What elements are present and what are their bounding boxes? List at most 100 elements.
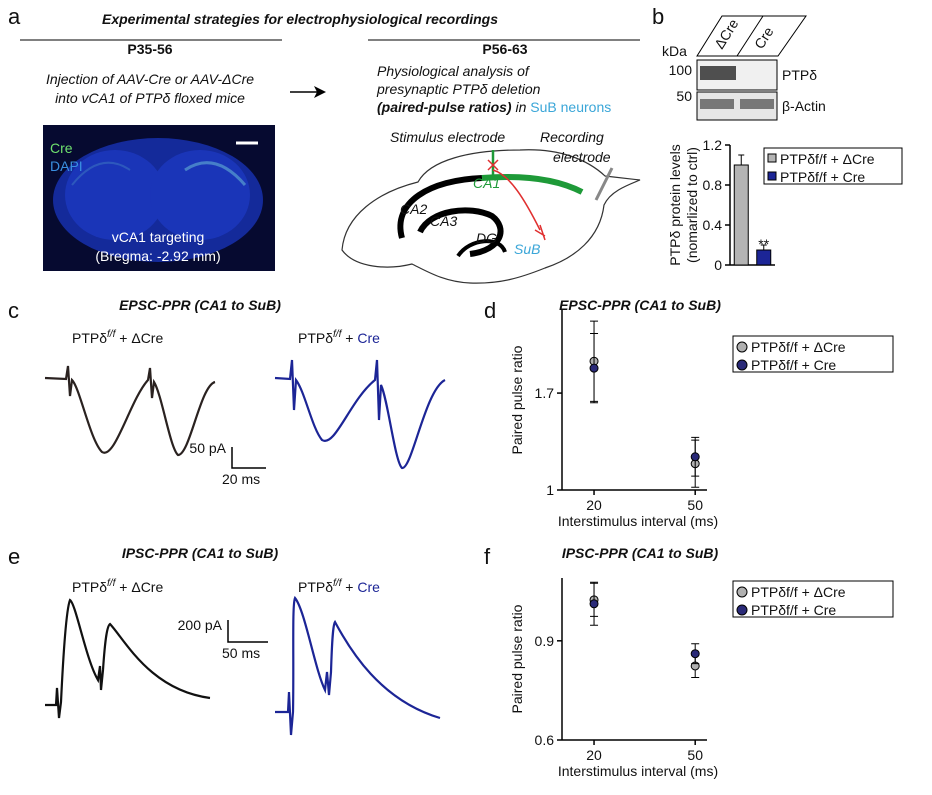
- unit-label: kDa: [662, 43, 687, 59]
- y-tick-label: 0: [714, 257, 722, 273]
- y-axis-label: (nomarlized to ctrl): [684, 147, 700, 263]
- description: Injection of AAV-Cre or AAV-ΔCre: [46, 71, 254, 87]
- legend-swatch: [767, 171, 777, 181]
- channel-label: DAPI: [50, 158, 83, 174]
- text: ΔCre: [131, 330, 163, 346]
- panel-letter: e: [8, 544, 20, 569]
- data-point: [589, 363, 599, 373]
- channel-label: Cre: [50, 140, 73, 156]
- legend-label: PTPδf/f + ΔCre: [780, 151, 875, 167]
- superscript: f/f: [333, 578, 343, 589]
- bar: [733, 164, 749, 266]
- region-label: CA2: [400, 201, 427, 217]
- blot: [696, 59, 778, 121]
- scale-label: 50 pA: [189, 440, 226, 456]
- scale-label: 50 ms: [222, 645, 260, 661]
- image-caption: (Bregma: -2.92 mm): [95, 248, 220, 264]
- marker-label: 100: [669, 62, 693, 78]
- text: +: [341, 579, 357, 595]
- data-point: [690, 452, 700, 462]
- data-point: [690, 649, 700, 659]
- text: PTPδ: [72, 330, 107, 346]
- description: presynaptic PTPδ deletion: [376, 81, 541, 97]
- legend-label: PTPδf/f + Cre: [751, 357, 836, 373]
- y-tick-label: 1.2: [703, 137, 723, 153]
- legend-label: PTPδf/f + Cre: [751, 602, 836, 618]
- blot-column: ΔCre: [711, 16, 742, 52]
- scale-bar: [231, 447, 266, 469]
- diagram-label: Recording: [540, 129, 604, 145]
- y-axis-label: Paired pulse ratio: [509, 345, 525, 454]
- x-tick-label: 50: [687, 497, 703, 513]
- arrow: [290, 86, 326, 98]
- legend-label: PTPδf/f + Cre: [780, 169, 865, 185]
- legend-label: PTPδf/f + ΔCre: [751, 584, 846, 600]
- ipsc-trace: [275, 595, 441, 736]
- panel-letter: d: [484, 298, 496, 323]
- legend-marker: [736, 586, 748, 598]
- panel-letter: f: [484, 544, 491, 569]
- region-label: SuB: [514, 241, 540, 257]
- y-tick-label: 0.4: [703, 217, 723, 233]
- text: +: [115, 330, 131, 346]
- panel-title: EPSC-PPR (CA1 to SuB): [119, 297, 281, 313]
- description: (paired-pulse ratios) in SuB neurons: [377, 99, 611, 115]
- y-tick-label: 0.8: [703, 177, 723, 193]
- band-label: PTPδ: [782, 67, 817, 83]
- region-label: CA3: [430, 213, 457, 229]
- image-caption: vCA1 targeting: [112, 229, 205, 245]
- diagram-label: Stimulus electrode: [390, 129, 505, 145]
- panel-letter: b: [652, 4, 664, 29]
- text: ΔCre: [131, 579, 163, 595]
- y-tick-label: 1.7: [535, 385, 555, 401]
- legend-marker: [736, 359, 748, 371]
- y-axis-label: Paired pulse ratio: [509, 604, 525, 713]
- legend-marker: [736, 341, 748, 353]
- marker-label: 50: [676, 88, 692, 104]
- heading: P56-63: [482, 41, 527, 57]
- region-label: CA1: [473, 175, 500, 191]
- panel-title: Experimental strategies for electrophysi…: [102, 11, 498, 27]
- text: Cre: [357, 330, 380, 346]
- chart-title: EPSC-PPR (CA1 to SuB): [559, 297, 721, 313]
- x-axis-label: Interstimulus interval (ms): [558, 763, 718, 779]
- trace-label: PTPδf/f + ΔCre: [72, 329, 163, 346]
- y-axis-label: PTPδ protein levels: [667, 144, 683, 265]
- description: Physiological analysis of: [377, 63, 531, 79]
- emphasis: (paired-pulse ratios): [377, 99, 512, 115]
- panel-letter: c: [8, 298, 19, 323]
- data-point: [589, 599, 599, 609]
- trace-label: PTPδf/f + ΔCre: [72, 578, 163, 595]
- trace-label: PTPδf/f + Cre: [298, 578, 380, 595]
- panel-letter: a: [8, 4, 21, 29]
- bar: [756, 249, 772, 266]
- x-tick-label: 50: [687, 747, 703, 763]
- annotation: **: [758, 236, 769, 252]
- epsc-trace: [44, 365, 216, 457]
- ipsc-trace: [45, 598, 211, 719]
- error-bar: [738, 154, 745, 165]
- brain-image: [43, 125, 275, 271]
- text: PTPδ: [298, 330, 333, 346]
- scale-label: 200 pA: [178, 617, 223, 633]
- highlight: SuB neurons: [530, 99, 611, 115]
- scale-label: 20 ms: [222, 471, 260, 487]
- heading: P35-56: [127, 41, 172, 57]
- region-label: DG: [476, 230, 497, 246]
- hippocampus-diagram: [341, 149, 641, 284]
- text: +: [115, 579, 131, 595]
- chart-title: IPSC-PPR (CA1 to SuB): [562, 545, 719, 561]
- x-axis-label: Interstimulus interval (ms): [558, 513, 718, 529]
- text: PTPδ: [298, 579, 333, 595]
- y-tick-label: 0.9: [535, 633, 555, 649]
- text: in: [512, 99, 531, 115]
- epsc-trace: [274, 359, 446, 470]
- x-tick-label: 20: [586, 497, 602, 513]
- description: into vCA1 of PTPδ floxed mice: [55, 90, 245, 106]
- blot-header: [696, 15, 807, 57]
- panel-title: IPSC-PPR (CA1 to SuB): [122, 545, 279, 561]
- superscript: f/f: [333, 329, 343, 340]
- y-tick-label: 0.6: [535, 732, 555, 748]
- band-label: β-Actin: [782, 98, 826, 114]
